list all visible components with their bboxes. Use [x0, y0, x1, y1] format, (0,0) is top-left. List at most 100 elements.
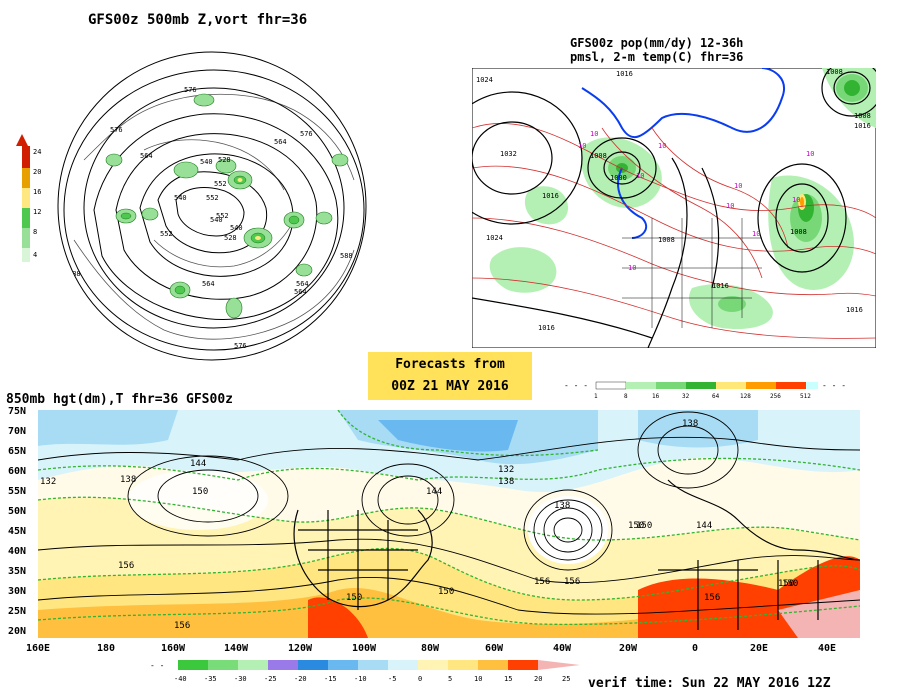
temp-label: 10 — [734, 182, 742, 190]
colorbar-swatch — [22, 188, 30, 208]
colorbar-tick: 20 — [534, 675, 542, 683]
colorbar-swatch — [22, 168, 30, 188]
height-label: 156 — [174, 621, 190, 631]
contour-label: 564 — [294, 288, 307, 296]
pressure-label: 1016 — [846, 306, 863, 314]
colorbar-tick: 32 — [682, 393, 690, 400]
pressure-label: 1016 — [538, 324, 555, 332]
lon-tick: 0 — [692, 643, 698, 654]
lon-tick: 160E — [26, 643, 50, 654]
colorbar-tick: 64 — [712, 393, 720, 400]
height-label: 144 — [696, 521, 712, 531]
pressure-label: 1008 — [826, 68, 843, 76]
colorbar-tick: -40 — [174, 675, 187, 683]
contour-label: 552 — [214, 180, 227, 188]
lon-tick: 40E — [818, 643, 836, 654]
longitude-axis: 160E 180 160W 140W 120W 100W 80W 60W 40W… — [26, 643, 836, 654]
forecast-init-line2: 00Z 21 MAY 2016 — [391, 379, 509, 394]
height-label: 138 — [498, 477, 514, 487]
contour-label: 588 — [340, 252, 353, 260]
height-label: 144 — [190, 459, 206, 469]
contour-label: 564 — [296, 280, 309, 288]
forecast-init-box: Forecasts from 00Z 21 MAY 2016 — [368, 352, 532, 400]
lon-tick: 60W — [485, 643, 504, 654]
colorbar-swatch — [22, 208, 30, 228]
lat-tick: 30N — [8, 586, 26, 597]
colorbar-tick: -15 — [324, 675, 337, 683]
contour-label: 540 — [210, 216, 223, 224]
latitude-axis: 75N 70N 65N 60N 55N 50N 45N 40N 35N 30N … — [8, 406, 26, 637]
colorbar-tick: 5 — [448, 675, 452, 683]
pressure-label: 1008 — [658, 236, 675, 244]
colorbar-swatch — [22, 248, 30, 262]
pressure-label: 1008 — [790, 228, 807, 236]
colorbar-tick: 8 — [33, 228, 37, 236]
contour-label: 540 — [230, 224, 243, 232]
polar-map-contents: 588 576 576 564 564 552 552 540 540 528 … — [63, 48, 365, 351]
pop-map-title: GFS00z pop(mm/dy) 12-36h pmsl, 2-m temp(… — [570, 36, 743, 64]
lon-tick: 160W — [161, 643, 186, 654]
colorbar-tick: 16 — [652, 393, 660, 400]
contour-label: 564 — [274, 138, 287, 146]
height-label: 150 — [636, 521, 652, 531]
lat-tick: 25N — [8, 606, 26, 617]
lat-tick: 40N — [8, 546, 26, 557]
pop-pmsl-map: 1008 1024 1032 1016 1024 1008 1016 1008 … — [472, 68, 876, 348]
temp-label: 10 — [636, 172, 644, 180]
colorbar-swatch — [22, 228, 30, 248]
pop-map-title-line2: pmsl, 2-m temp(C) fhr=36 — [570, 50, 744, 64]
temperature-colorbar: - - -40 -35 -30 -25 -20 -15 -10 -5 0 5 1… — [150, 660, 580, 683]
colorbar-arrow-right-icon: - - - — [822, 381, 846, 390]
colorbar-tick: 512 — [800, 393, 811, 400]
colorbar-tick: -35 — [204, 675, 217, 683]
colorbar-tick: 10 — [474, 675, 482, 683]
lon-tick: 40W — [553, 643, 572, 654]
height-label: 150 — [438, 587, 454, 597]
contour-label: 552 — [160, 230, 173, 238]
lat-tick: 65N — [8, 446, 26, 457]
pressure-label: 1032 — [500, 150, 517, 158]
polar-500mb-map: 588 576 576 564 564 552 552 540 540 528 … — [57, 48, 367, 361]
height-label: 150 — [778, 579, 794, 589]
contour-label: 564 — [202, 280, 215, 288]
pressure-label: 1024 — [486, 234, 503, 242]
height-label: 150 — [782, 579, 798, 589]
height-label: 144 — [426, 487, 442, 497]
colorbar-tick: 25 — [562, 675, 570, 683]
colorbar-tick: 12 — [33, 208, 41, 216]
colorbar-tick: 8 — [624, 393, 628, 400]
pressure-label: 1008 — [590, 152, 607, 160]
colorbar-tick: -5 — [388, 675, 396, 683]
pop-map-title-line1: GFS00z pop(mm/dy) 12-36h — [570, 36, 744, 50]
colorbar-arrow-left-icon: - - - — [564, 381, 588, 390]
pressure-label: 1016 — [854, 122, 871, 130]
height-label: 150 — [346, 593, 362, 603]
contour-label: 588 — [150, 48, 163, 56]
contour-label: 552 — [216, 212, 229, 220]
temp-label: 10 — [806, 150, 814, 158]
contour-label: 528 — [224, 234, 237, 242]
colorbar-arrow-left-icon: - - — [150, 661, 164, 670]
temp-label: 10 — [658, 142, 666, 150]
height-label: 150 — [192, 487, 208, 497]
temp-label: 10 — [792, 196, 800, 204]
lon-tick: 20W — [619, 643, 638, 654]
height-label: 150 — [628, 521, 644, 531]
colorbar-tick: 128 — [740, 393, 751, 400]
contour-label: 576 — [184, 86, 197, 94]
polar-map-title: GFS00z 500mb Z,vort fhr=36 — [88, 12, 308, 28]
height-label: 156 — [564, 577, 580, 587]
lat-tick: 50N — [8, 506, 26, 517]
colorbar-swatch — [22, 146, 30, 168]
forecast-init-line1: Forecasts from — [395, 357, 505, 372]
vorticity-colorbar: 24 20 16 12 8 4 — [16, 134, 41, 262]
pressure-label: 1000 — [610, 174, 627, 182]
colorbar-tick: 24 — [33, 148, 41, 156]
height-label: 138 — [682, 419, 698, 429]
pressure-label: 1024 — [476, 76, 493, 84]
colorbar-tick: 256 — [770, 393, 781, 400]
lat-tick: 60N — [8, 466, 26, 477]
colorbar-tick: 4 — [33, 251, 37, 259]
contour-label: 540 — [200, 158, 213, 166]
contour-label: 540 — [174, 194, 187, 202]
